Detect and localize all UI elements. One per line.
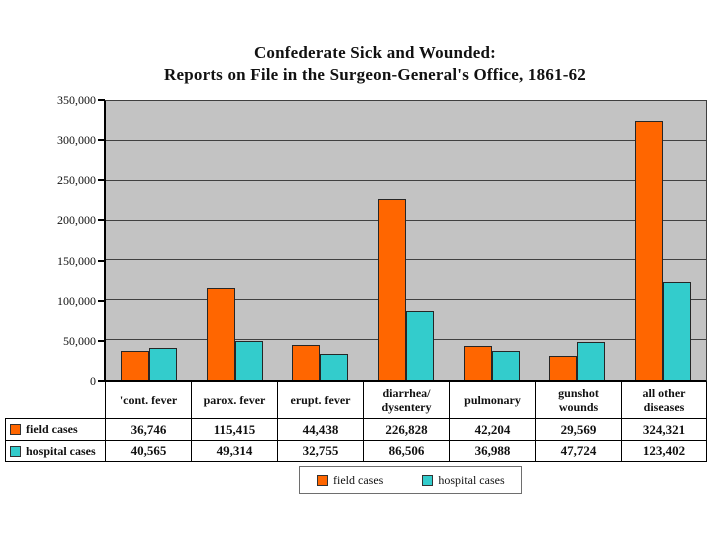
value-cell-0-2: 44,438: [277, 418, 363, 440]
y-tick-mark-3: [98, 260, 105, 262]
y-tick-label-100000: 100,000: [57, 294, 96, 308]
y-tick-label-150000: 150,000: [57, 254, 96, 268]
category-header-5: gunshot wounds: [535, 382, 621, 418]
value-cell-0-1: 115,415: [191, 418, 277, 440]
chart-legend: field cases hospital cases: [299, 466, 522, 494]
y-tick-mark-1: [98, 340, 105, 342]
y-tick-mark-7: [98, 99, 105, 101]
legend-label-hospital-cases: hospital cases: [438, 472, 505, 487]
chart-title-line2: Reports on File in the Surgeon-General's…: [164, 65, 586, 84]
y-tick-mark-4: [98, 219, 105, 221]
category-header-6: all other diseases: [621, 382, 707, 418]
bar-hospital-cases-4: [492, 351, 520, 380]
y-tick-mark-6: [98, 139, 105, 141]
table-row-field-cases: field cases 36,746 115,415 44,438 226,828 42,…: [5, 418, 707, 440]
bar-hospital-cases-2: [320, 354, 348, 380]
legend-entry-hospital-cases: hospital cases: [422, 472, 505, 488]
category-header-0: 'cont. fever: [105, 382, 191, 418]
y-tick-label-250000: 250,000: [57, 173, 96, 187]
table-header-row: 'cont. fever parox. fever erupt. fever diar…: [5, 382, 707, 418]
y-tick-mark-2: [98, 300, 105, 302]
value-cell-1-1: 49,314: [191, 440, 277, 462]
bar-field-cases-0: [121, 351, 149, 380]
chart-title: Confederate Sick and Wounded: Reports on…: [30, 42, 720, 86]
bar-hospital-cases-3: [406, 311, 434, 380]
value-cell-1-5: 47,724: [535, 440, 621, 462]
plot-area: [104, 100, 707, 382]
y-tick-mark-0: [98, 380, 105, 382]
bar-hospital-cases-6: [663, 282, 691, 380]
bar-hospital-cases-5: [577, 342, 605, 380]
gridline-300000: [106, 140, 706, 141]
y-tick-label-50000: 50,000: [63, 334, 96, 348]
y-tick-label-0: 0: [90, 374, 96, 388]
bar-field-cases-3: [378, 199, 406, 380]
field-cases-swatch-icon: [317, 474, 328, 486]
category-header-2: erupt. fever: [277, 382, 363, 418]
bar-field-cases-2: [292, 345, 320, 380]
value-cell-1-6: 123,402: [621, 440, 707, 462]
value-cell-0-4: 42,204: [449, 418, 535, 440]
chart-title-line1: Confederate Sick and Wounded:: [253, 43, 497, 62]
hospital-cases-swatch-icon: [422, 474, 434, 486]
y-tick-label-200000: 200,000: [57, 213, 96, 227]
value-cell-1-4: 36,988: [449, 440, 535, 462]
hospital-cases-swatch-icon: [10, 445, 21, 457]
table-row-hospital-cases: hospital cases 40,565 49,314 32,755 86,506 36…: [5, 440, 707, 462]
value-cell-0-5: 29,569: [535, 418, 621, 440]
value-cell-0-6: 324,321: [621, 418, 707, 440]
gridline-200000: [106, 220, 706, 221]
gridline-100000: [106, 299, 706, 300]
value-cell-1-0: 40,565: [105, 440, 191, 462]
bar-field-cases-5: [549, 356, 577, 380]
value-cell-1-2: 32,755: [277, 440, 363, 462]
category-header-3: diarrhea/ dysentery: [363, 382, 449, 418]
value-cell-0-3: 226,828: [363, 418, 449, 440]
data-table: 'cont. fever parox. fever erupt. fever diar…: [5, 382, 707, 462]
legend-label-field-cases: field cases: [333, 472, 384, 487]
y-tick-label-350000: 350,000: [57, 93, 96, 107]
y-tick-label-300000: 300,000: [57, 133, 96, 147]
category-header-4: pulmonary: [449, 382, 535, 418]
row-label-hospital-cases: hospital cases: [5, 440, 105, 462]
y-tick-mark-5: [98, 179, 105, 181]
value-cell-0-0: 36,746: [105, 418, 191, 440]
bar-field-cases-6: [635, 121, 663, 380]
row-label-field-cases: field cases: [5, 418, 105, 440]
bar-field-cases-4: [464, 346, 492, 380]
bar-hospital-cases-1: [235, 341, 263, 380]
value-cell-1-3: 86,506: [363, 440, 449, 462]
bar-field-cases-1: [207, 288, 235, 380]
gridline-250000: [106, 180, 706, 181]
gridline-150000: [106, 259, 706, 260]
category-header-1: parox. fever: [191, 382, 277, 418]
legend-entry-field-cases: field cases: [317, 473, 383, 488]
field-cases-swatch-icon: [10, 424, 21, 435]
bar-hospital-cases-0: [149, 348, 177, 380]
